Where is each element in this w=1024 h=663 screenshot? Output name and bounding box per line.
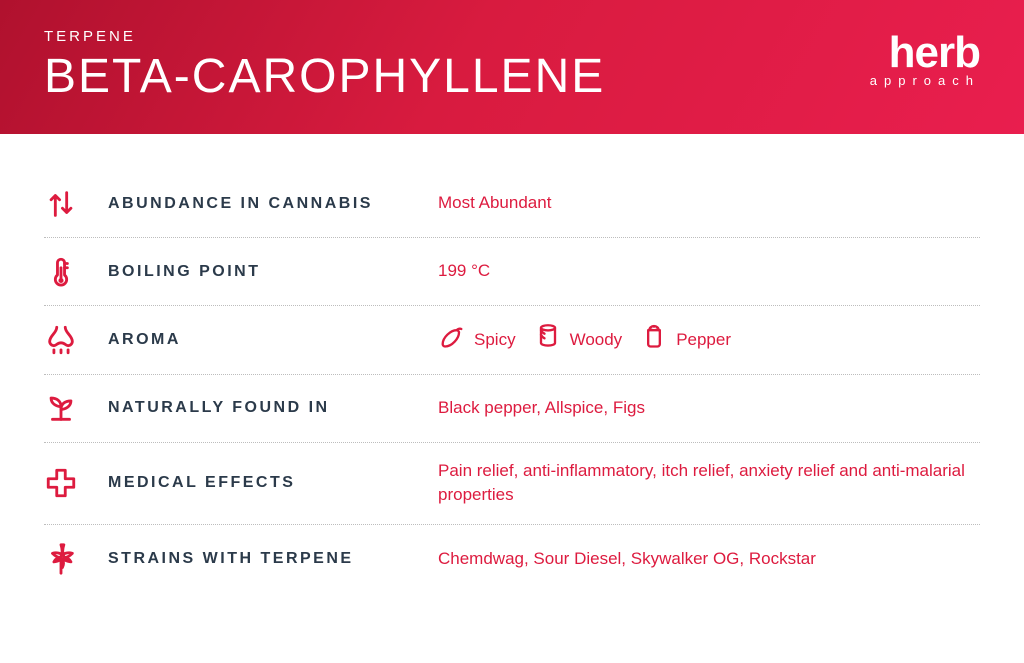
chili-icon xyxy=(438,322,466,358)
value-boiling: 199 °C xyxy=(438,259,980,284)
value-strains: Chemdwag, Sour Diesel, Skywalker OG, Roc… xyxy=(438,547,980,572)
log-icon xyxy=(534,322,562,358)
page-title: BETA-CAROPHYLLENE xyxy=(44,49,605,104)
label-medical: MEDICAL EFFECTS xyxy=(108,474,438,492)
aroma-spicy-label: Spicy xyxy=(474,328,516,353)
header-text: TERPENE BETA-CAROPHYLLENE xyxy=(44,28,605,104)
aroma-pepper: Pepper xyxy=(640,322,731,358)
brand-logo: herb approach xyxy=(870,28,980,86)
thermometer-icon xyxy=(44,255,108,289)
cannabis-leaf-icon xyxy=(44,542,108,576)
aroma-woody-label: Woody xyxy=(570,328,623,353)
header-eyebrow: TERPENE xyxy=(44,28,605,45)
aroma-spicy: Spicy xyxy=(438,322,516,358)
arrows-updown-icon xyxy=(44,187,108,221)
info-table: ABUNDANCE IN CANNABIS Most Abundant BOIL… xyxy=(0,134,1024,613)
aroma-pepper-label: Pepper xyxy=(676,328,731,353)
nose-icon xyxy=(44,323,108,357)
label-strains: STRAINS WITH TERPENE xyxy=(108,550,438,568)
value-abundance: Most Abundant xyxy=(438,191,980,216)
row-found: NATURALLY FOUND IN Black pepper, Allspic… xyxy=(44,375,980,443)
logo-sub-text: approach xyxy=(870,75,980,86)
row-abundance: ABUNDANCE IN CANNABIS Most Abundant xyxy=(44,170,980,238)
aroma-woody: Woody xyxy=(534,322,623,358)
row-boiling: BOILING POINT 199 °C xyxy=(44,238,980,306)
label-boiling: BOILING POINT xyxy=(108,263,438,281)
value-found: Black pepper, Allspice, Figs xyxy=(438,396,980,421)
label-abundance: ABUNDANCE IN CANNABIS xyxy=(108,195,438,213)
value-aroma: Spicy Woody Pepper xyxy=(438,322,980,358)
label-found: NATURALLY FOUND IN xyxy=(108,399,438,417)
shaker-icon xyxy=(640,322,668,358)
row-strains: STRAINS WITH TERPENE Chemdwag, Sour Dies… xyxy=(44,525,980,593)
label-aroma: AROMA xyxy=(108,331,438,349)
sprout-icon xyxy=(44,391,108,425)
header: TERPENE BETA-CAROPHYLLENE herb approach xyxy=(0,0,1024,134)
row-aroma: AROMA Spicy Woody Pepper xyxy=(44,306,980,375)
medical-cross-icon xyxy=(44,466,108,500)
logo-main-text: herb xyxy=(889,28,980,77)
row-medical: MEDICAL EFFECTS Pain relief, anti-inflam… xyxy=(44,443,980,525)
value-medical: Pain relief, anti-inflammatory, itch rel… xyxy=(438,459,980,508)
